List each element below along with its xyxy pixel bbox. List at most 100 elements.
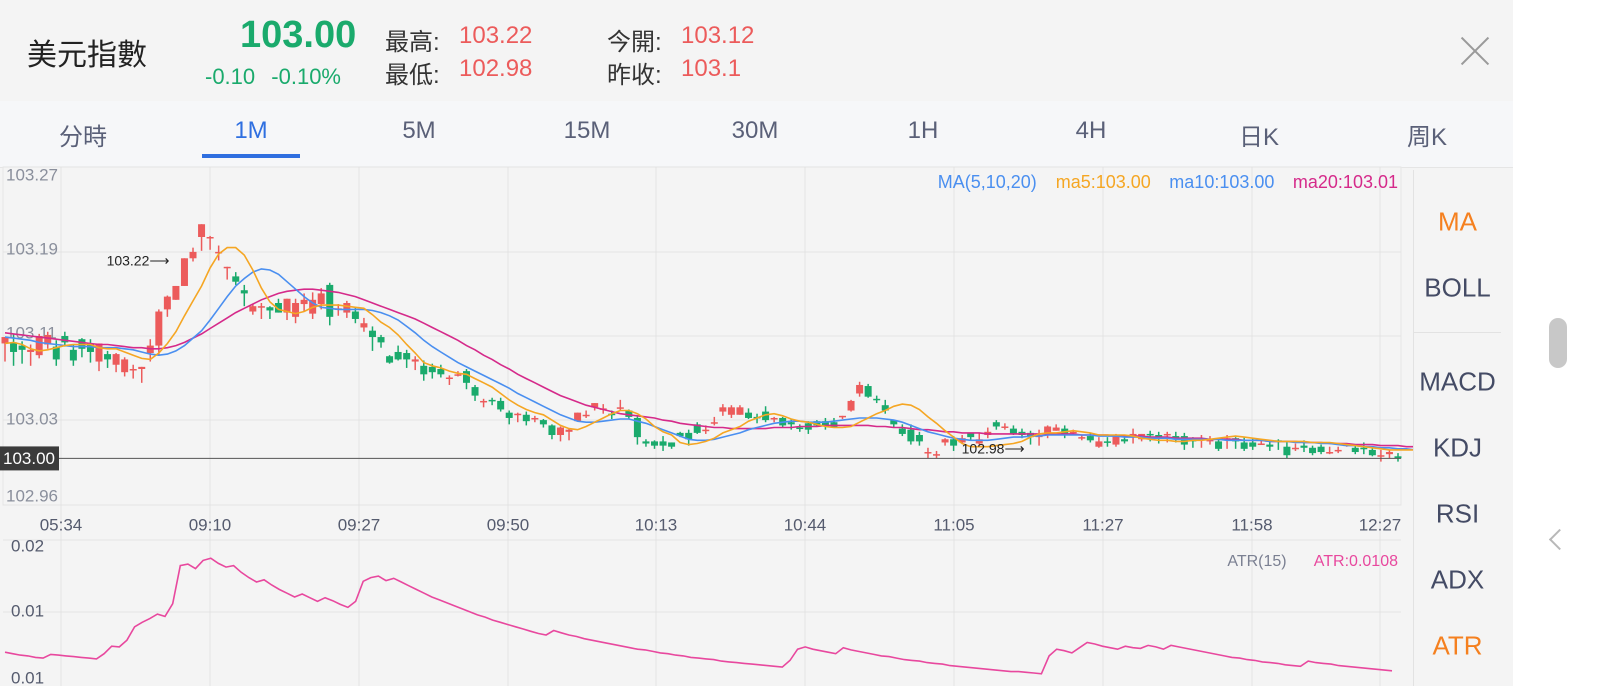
open-label: 今開: — [607, 29, 662, 56]
candle-body — [394, 351, 402, 360]
tab-1h[interactable]: 1H — [907, 117, 939, 144]
candle-body — [368, 330, 376, 338]
candle-body — [437, 369, 445, 375]
candle-body — [531, 417, 539, 420]
candle-body — [1291, 447, 1299, 450]
candle-body — [650, 441, 658, 446]
indicator-kdj[interactable]: KDJ — [1432, 432, 1483, 463]
candle-body — [454, 374, 462, 376]
candle-body — [1163, 433, 1171, 436]
candle-body — [685, 432, 693, 440]
candle-body — [591, 403, 599, 408]
indicator-rsi[interactable]: RSI — [1435, 498, 1480, 529]
tab-30m[interactable]: 30M — [731, 117, 779, 144]
active-tab-indicator — [202, 154, 300, 158]
x-tick-label: 10:44 — [784, 515, 827, 534]
tab-weekly[interactable]: 周K — [1406, 124, 1448, 151]
x-tick-label: 09:10 — [189, 515, 232, 534]
candle-body — [693, 424, 701, 433]
candle-body — [292, 303, 300, 317]
candle-body — [61, 336, 69, 343]
tab-4h[interactable]: 4H — [1075, 117, 1107, 144]
y-tick-label: 103.27 — [6, 165, 58, 184]
tab-15m[interactable]: 15M — [563, 117, 611, 144]
candle-body — [445, 377, 453, 380]
prev-close-label: 昨收: — [607, 62, 662, 89]
atr-legend-title: ATR(15) — [1227, 553, 1286, 570]
candle-body — [403, 353, 411, 360]
candle-body — [539, 420, 547, 425]
tab-5m[interactable]: 5M — [402, 117, 436, 144]
candle-body — [138, 366, 146, 369]
x-tick-label: 09:50 — [487, 515, 530, 534]
low-label: 最低: — [385, 62, 440, 89]
atr-legend-value: ATR:0.0108 — [1314, 553, 1398, 570]
candle-body — [924, 452, 932, 454]
candle-body — [95, 343, 103, 362]
candle-body — [890, 420, 898, 425]
candle-body — [1180, 436, 1188, 445]
candle-body — [898, 428, 906, 434]
candle-body — [975, 439, 983, 444]
chevron-left-icon[interactable] — [1548, 528, 1571, 551]
candle-body — [1095, 441, 1103, 447]
candle-body — [745, 412, 753, 418]
candle-body — [616, 407, 624, 409]
candle-body — [215, 251, 223, 254]
candle-body — [10, 342, 18, 352]
candle-body — [155, 311, 163, 346]
candle-body — [1300, 445, 1308, 448]
candle-body — [839, 415, 847, 418]
candle-body — [856, 384, 864, 394]
scrollbar-thumb[interactable] — [1549, 318, 1567, 368]
atr-y-tick-label: 0.02 — [11, 536, 44, 555]
low-value: 102.98 — [459, 55, 533, 82]
tab-1m[interactable]: 1M — [234, 117, 268, 144]
kline-chart[interactable]: 103.27103.19103.11103.03102.96103.00103.… — [0, 0, 1413, 686]
candle-body — [52, 346, 60, 360]
candle-body — [471, 387, 479, 396]
candle-body — [719, 407, 727, 412]
indicator-atr[interactable]: ATR — [1432, 630, 1483, 661]
atr-y-tick-label: 0.01 — [11, 668, 44, 686]
candle-body — [864, 386, 872, 397]
candle-body — [933, 454, 941, 456]
candle-body — [18, 345, 26, 350]
close-icon[interactable] — [1458, 34, 1492, 68]
candle-body — [266, 307, 274, 311]
prev-close-value: 103.1 — [681, 55, 742, 82]
change-percent: -0.10% — [271, 64, 341, 89]
candle-body — [274, 303, 282, 313]
candle-body — [1, 337, 9, 344]
candle-body — [1146, 433, 1154, 436]
candle-body — [1368, 449, 1376, 456]
candle-body — [625, 410, 633, 417]
candle-body — [727, 407, 735, 415]
candle-body — [1112, 435, 1120, 445]
x-tick-label: 09:27 — [338, 515, 381, 534]
candle-body — [1009, 428, 1017, 434]
candle-body — [488, 399, 496, 402]
atr-line — [4, 557, 1393, 675]
candle-body — [172, 285, 180, 300]
candle-body — [317, 293, 325, 305]
candle-body — [1351, 447, 1359, 453]
candle-body — [1027, 432, 1035, 438]
indicator-boll[interactable]: BOLL — [1424, 272, 1491, 303]
candle-body — [1309, 447, 1317, 454]
x-tick-label: 11:58 — [1231, 515, 1272, 534]
candle-body — [180, 258, 188, 286]
y-tick-label: 103.19 — [6, 239, 58, 258]
current-price-label: 103.00 — [3, 449, 55, 468]
candle-body — [1266, 444, 1274, 447]
indicator-macd[interactable]: MACD — [1419, 366, 1496, 397]
indicator-ma[interactable]: MA — [1438, 206, 1477, 237]
indicator-adx[interactable]: ADX — [1430, 564, 1485, 595]
x-tick-label: 05:34 — [40, 515, 83, 534]
candle-body — [762, 411, 770, 421]
candle-body — [873, 398, 881, 401]
candle-body — [249, 306, 257, 312]
tab-daily[interactable]: 日K — [1238, 124, 1280, 151]
tab-time-share[interactable]: 分時 — [59, 124, 107, 151]
candle-body — [1249, 442, 1257, 447]
